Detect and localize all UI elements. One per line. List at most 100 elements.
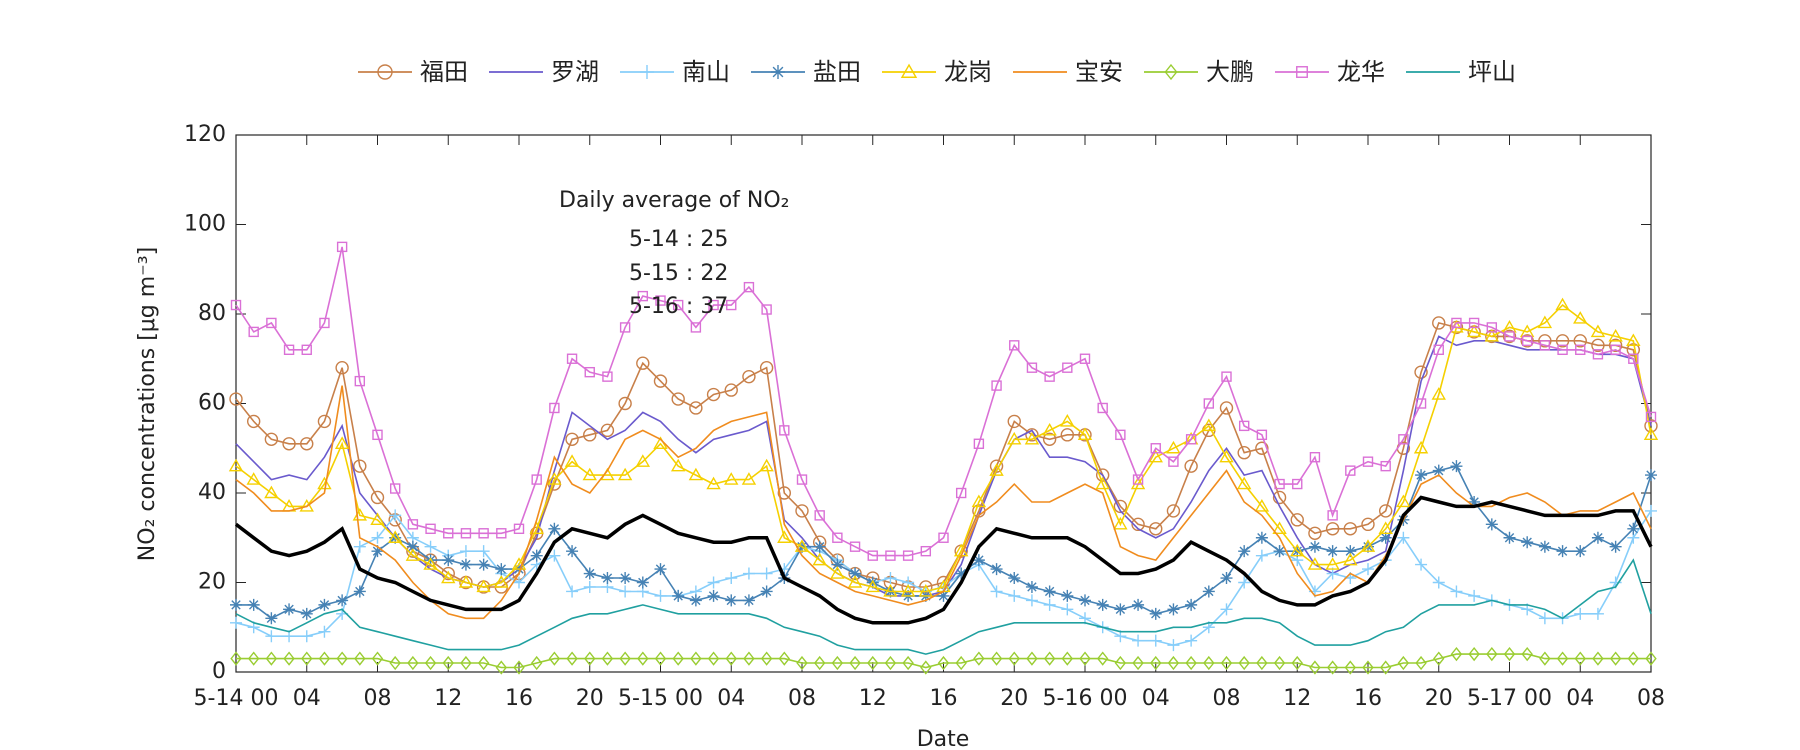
marker: [724, 472, 739, 485]
marker: [1043, 651, 1056, 666]
legend: 福田 罗湖 南山 盐田 龙岗 宝安 大鹏 龙华 坪山: [358, 58, 1516, 86]
marker: [760, 567, 773, 580]
marker: [1290, 513, 1304, 527]
marker: [867, 550, 878, 561]
marker: [759, 361, 774, 375]
marker: [513, 576, 525, 589]
marker: [1538, 612, 1551, 625]
x-tick-label: 04: [1566, 686, 1594, 711]
marker: [1167, 603, 1180, 616]
marker: [636, 356, 650, 370]
marker: [1132, 655, 1144, 671]
marker: [584, 651, 596, 666]
series-line: [235, 246, 1652, 557]
marker: [407, 655, 419, 671]
marker: [1096, 651, 1109, 666]
marker: [1219, 401, 1234, 415]
marker: [1296, 66, 1308, 78]
marker: [1115, 429, 1126, 441]
marker: [885, 550, 896, 561]
marker: [938, 532, 949, 543]
marker: [955, 567, 968, 580]
marker: [706, 387, 721, 402]
marker: [813, 655, 826, 671]
marker: [1097, 402, 1108, 414]
marker: [741, 472, 757, 485]
marker: [690, 322, 702, 333]
marker: [777, 530, 792, 543]
marker: [1574, 607, 1587, 620]
marker: [690, 651, 702, 666]
marker: [990, 651, 1003, 666]
marker: [1573, 334, 1587, 348]
marker: [318, 625, 331, 638]
marker: [566, 585, 579, 598]
marker: [637, 290, 649, 302]
legend-label: 宝安: [1075, 58, 1123, 86]
marker: [1203, 398, 1215, 409]
marker: [761, 304, 772, 315]
marker: [370, 490, 385, 505]
marker: [228, 458, 244, 472]
marker: [884, 572, 897, 585]
marker: [1024, 431, 1040, 445]
x-axis-label: Date: [917, 727, 970, 750]
x-tick-label: 08: [788, 686, 816, 711]
marker: [1414, 365, 1428, 379]
marker: [583, 428, 597, 442]
marker: [902, 550, 914, 561]
marker: [1432, 316, 1446, 330]
marker: [353, 585, 366, 598]
marker: [372, 429, 383, 441]
marker: [377, 64, 393, 80]
marker: [1486, 322, 1498, 333]
marker: [1237, 446, 1251, 460]
marker: [1539, 340, 1551, 351]
marker: [1256, 655, 1268, 671]
marker: [1042, 432, 1057, 446]
marker: [1238, 545, 1251, 558]
marker: [547, 472, 562, 485]
marker: [336, 651, 348, 666]
marker: [849, 541, 861, 552]
marker: [1380, 460, 1391, 472]
marker: [371, 545, 384, 558]
marker: [1061, 651, 1074, 666]
marker: [990, 563, 1003, 576]
marker: [689, 401, 703, 415]
marker: [1521, 646, 1533, 662]
marker: [548, 522, 561, 535]
marker: [1645, 651, 1657, 666]
marker: [1114, 655, 1127, 671]
marker: [389, 483, 401, 494]
marker: [724, 383, 738, 397]
marker: [407, 519, 419, 530]
marker: [636, 576, 649, 589]
marker: [1113, 516, 1128, 530]
marker: [1504, 331, 1515, 342]
marker: [1043, 598, 1056, 611]
marker: [1378, 504, 1393, 518]
x-tick-label: 04: [1142, 686, 1170, 711]
plot-lines: [228, 241, 1659, 675]
x-tick-label: 08: [1213, 686, 1241, 711]
marker: [1327, 510, 1338, 521]
marker: [1061, 603, 1074, 616]
marker: [1164, 63, 1178, 81]
marker: [530, 549, 543, 562]
marker: [796, 655, 808, 671]
marker: [513, 660, 525, 675]
marker: [689, 594, 702, 607]
marker: [1486, 646, 1498, 662]
marker: [884, 655, 897, 671]
marker: [460, 528, 472, 539]
marker: [1185, 655, 1197, 671]
marker: [1095, 476, 1110, 490]
marker: [742, 567, 755, 580]
marker: [1238, 655, 1250, 671]
marker: [1555, 334, 1570, 348]
marker: [831, 558, 844, 571]
x-tick-label: 12: [1283, 686, 1311, 711]
marker: [918, 584, 934, 597]
marker: [1344, 660, 1357, 675]
